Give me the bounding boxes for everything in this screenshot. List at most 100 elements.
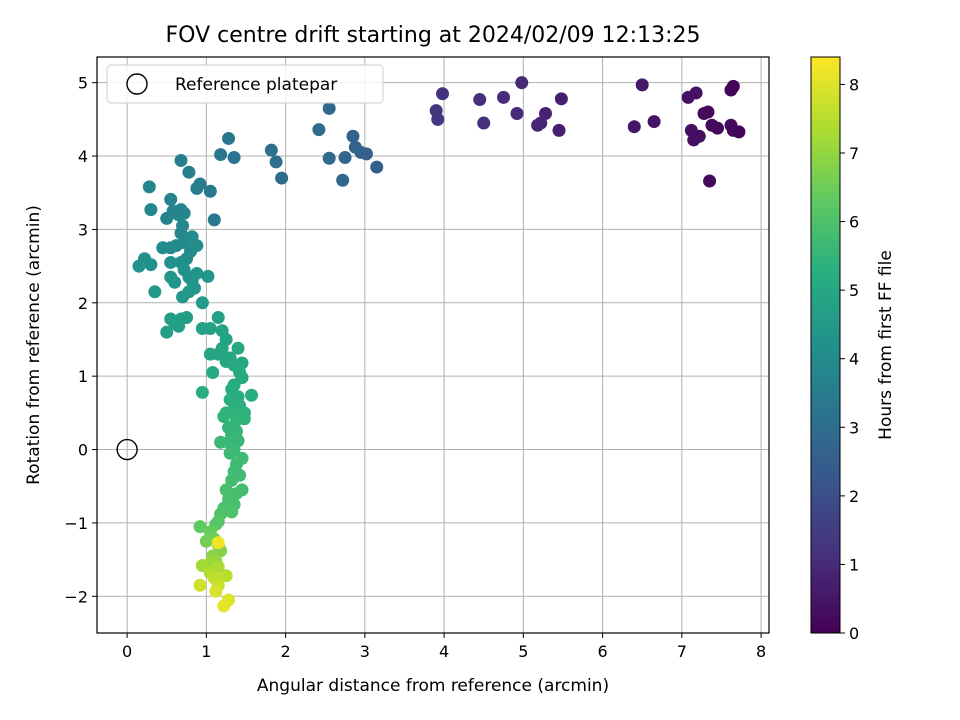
data-point — [336, 173, 350, 187]
data-point — [227, 151, 241, 165]
data-point — [193, 578, 207, 592]
legend-box — [106, 64, 384, 104]
data-point — [190, 181, 204, 195]
x-axis-ticks: 0 1 2 3 4 5 6 7 8 — [122, 633, 766, 661]
legend-marker-icon — [126, 73, 148, 95]
y-tick-label: 1 — [78, 367, 88, 386]
colorbar-tick-label: 4 — [849, 350, 859, 369]
data-point — [436, 87, 450, 101]
data-point — [515, 76, 529, 90]
data-point — [724, 83, 738, 97]
data-point — [193, 520, 207, 534]
y-tick-label: 2 — [78, 294, 88, 313]
colorbar-tick-label: 1 — [849, 555, 859, 574]
data-point — [531, 118, 545, 132]
data-point — [705, 118, 719, 132]
data-point — [203, 184, 217, 198]
y-tick-label: −2 — [64, 587, 88, 606]
colorbar-gradient — [810, 56, 841, 634]
colorbar-ticks: 0 1 2 3 4 5 6 7 8 — [840, 75, 859, 643]
colorbar-tick-label: 2 — [849, 487, 859, 506]
data-point — [312, 123, 326, 137]
data-point — [209, 584, 223, 598]
legend-label: Reference platepar — [175, 75, 337, 95]
data-point — [203, 347, 217, 361]
data-point — [245, 388, 259, 402]
data-point — [211, 536, 225, 550]
data-point — [211, 310, 225, 324]
x-tick-label: 8 — [756, 642, 766, 661]
data-point — [172, 319, 186, 333]
colorbar-tick-label: 6 — [849, 213, 859, 232]
colorbar-tick-label: 0 — [849, 624, 859, 643]
chart-title: FOV centre drift starting at 2024/02/09 … — [166, 23, 701, 48]
data-point — [635, 78, 649, 92]
data-point — [348, 140, 362, 154]
data-point — [156, 241, 170, 255]
data-point — [627, 120, 641, 134]
x-axis-label: Angular distance from reference (arcmin) — [257, 676, 609, 696]
data-point — [510, 106, 524, 120]
x-tick-label: 5 — [518, 642, 528, 661]
colorbar-tick-label: 8 — [849, 75, 859, 94]
data-point — [275, 171, 289, 185]
data-point — [222, 131, 236, 145]
data-point — [697, 106, 711, 120]
y-tick-label: −1 — [64, 514, 88, 533]
data-point — [225, 473, 239, 487]
colorbar-tick-label: 3 — [849, 418, 859, 437]
data-point — [190, 266, 204, 280]
data-point — [203, 321, 217, 335]
legend: Reference platepar — [106, 64, 384, 104]
x-tick-label: 0 — [122, 642, 132, 661]
data-point — [214, 435, 228, 449]
colorbar: 0 1 2 3 4 5 6 7 8 Hours from first FF file — [810, 56, 896, 643]
data-point — [497, 90, 511, 104]
data-point — [177, 206, 191, 220]
data-point — [174, 153, 188, 167]
data-point — [724, 118, 738, 132]
colorbar-tick-label: 7 — [849, 144, 859, 163]
data-point — [552, 123, 566, 137]
colorbar-tick-label: 5 — [849, 281, 859, 300]
plot-frame — [96, 56, 770, 634]
data-point — [164, 192, 178, 206]
data-point — [144, 203, 158, 217]
data-point — [681, 90, 695, 104]
x-tick-label: 4 — [439, 642, 449, 661]
data-point — [207, 213, 221, 227]
data-point — [269, 155, 283, 169]
data-point — [473, 93, 487, 107]
data-point — [703, 174, 717, 188]
data-point — [431, 112, 445, 126]
y-axis-label: Rotation from reference (arcmin) — [24, 205, 44, 485]
y-tick-label: 4 — [78, 147, 88, 166]
colorbar-label: Hours from first FF file — [876, 250, 896, 440]
data-point — [132, 259, 146, 273]
data-point — [477, 116, 491, 130]
x-tick-label: 7 — [677, 642, 687, 661]
data-point — [231, 341, 245, 355]
data-point — [684, 123, 698, 137]
data-point — [164, 255, 178, 269]
data-point — [647, 115, 661, 129]
data-point — [201, 269, 215, 283]
data-point — [182, 165, 196, 179]
data-point — [370, 160, 384, 174]
grid-lines — [97, 57, 769, 633]
y-tick-label: 3 — [78, 220, 88, 239]
data-point — [176, 290, 190, 304]
data-point — [195, 385, 209, 399]
data-point — [142, 180, 156, 194]
data-point — [322, 101, 336, 115]
y-tick-label: 5 — [78, 74, 88, 93]
data-point — [164, 270, 178, 284]
data-point — [554, 92, 568, 106]
data-point — [225, 505, 239, 519]
scatter-points — [132, 76, 746, 613]
data-point — [199, 534, 213, 548]
data-point — [214, 148, 228, 162]
x-tick-label: 6 — [597, 642, 607, 661]
x-tick-label: 2 — [281, 642, 291, 661]
